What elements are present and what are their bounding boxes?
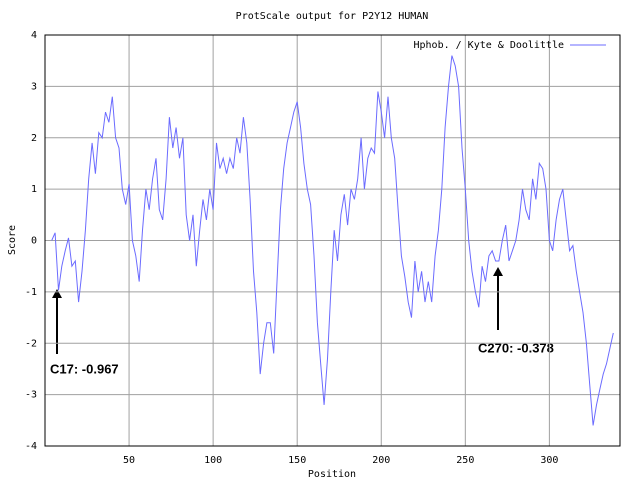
annotation-arrowhead	[493, 267, 503, 276]
x-tick-label: 100	[204, 455, 222, 466]
y-tick-label: 3	[31, 81, 37, 92]
legend-label: Hphob. / Kyte & Doolittle	[413, 40, 564, 51]
y-tick-label: 1	[31, 184, 37, 195]
data-line	[51, 55, 614, 426]
y-tick-label: 0	[31, 236, 37, 247]
x-axis-label: Position	[308, 469, 356, 480]
plot-frame	[44, 34, 621, 447]
y-tick-label: 4	[31, 30, 37, 41]
x-tick-label: 300	[540, 455, 558, 466]
y-tick-label: -3	[25, 390, 37, 401]
y-axis-label: Score	[7, 225, 18, 255]
y-tick-label: -2	[25, 338, 37, 349]
chart-title: ProtScale output for P2Y12 HUMAN	[236, 11, 429, 22]
y-tick-label: -1	[25, 287, 37, 298]
annotation: C17: -0.967	[50, 361, 119, 376]
annotation: C270: -0.378	[478, 340, 554, 355]
x-tick-label: 50	[123, 455, 135, 466]
y-tick-label: 2	[31, 133, 37, 144]
x-tick-label: 200	[372, 455, 390, 466]
annotation-arrowhead	[52, 289, 62, 298]
x-tick-label: 250	[456, 455, 474, 466]
y-tick-label: -4	[25, 441, 37, 452]
x-tick-label: 150	[288, 455, 306, 466]
